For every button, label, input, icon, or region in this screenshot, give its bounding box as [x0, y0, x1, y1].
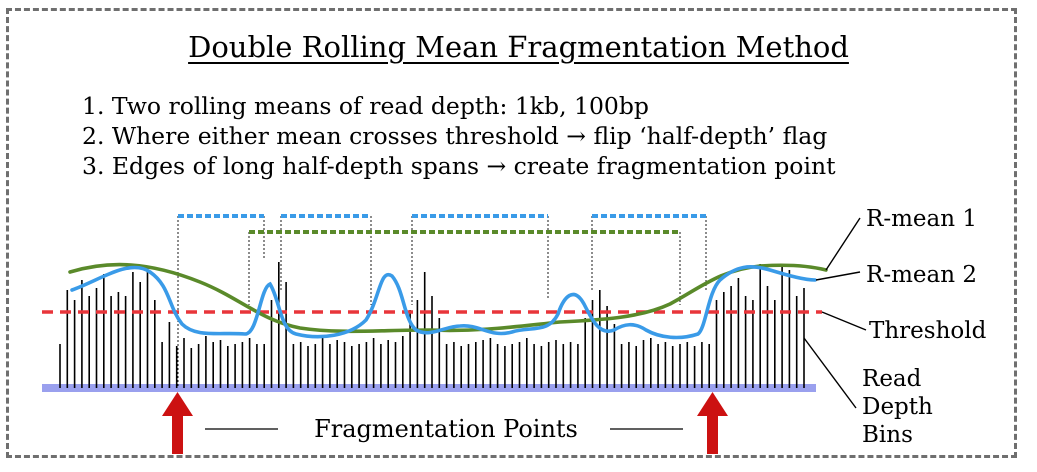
fragmentation-points-label: Fragmentation Points — [314, 415, 578, 443]
fragmentation-arrow-left — [162, 392, 193, 454]
read-depth-bins — [59, 262, 805, 388]
rmean2-label: R-mean 2 — [866, 262, 977, 288]
bins-label-line1: Read — [862, 366, 922, 392]
diagram-title: Double Rolling Mean Fragmentation Method — [188, 30, 849, 64]
method-steps: 1. Two rolling means of read depth: 1kb,… — [82, 91, 836, 181]
baseline-bar — [42, 384, 816, 392]
rmean1-label: R-mean 1 — [866, 206, 977, 232]
step-3: 3. Edges of long half-depth spans → crea… — [82, 152, 836, 180]
step-2: 2. Where either mean crosses threshold →… — [82, 122, 828, 150]
fragmentation-arrow-right — [697, 392, 728, 454]
diagram-frame — [6, 8, 1017, 458]
leader-lines — [803, 217, 867, 409]
threshold-label: Threshold — [869, 318, 987, 344]
bins-label-line3: Bins — [862, 422, 913, 448]
step-1: 1. Two rolling means of read depth: 1kb,… — [82, 92, 649, 120]
rolling-mean-2-curve — [70, 265, 817, 340]
bins-label-line2: Depth — [862, 394, 933, 420]
